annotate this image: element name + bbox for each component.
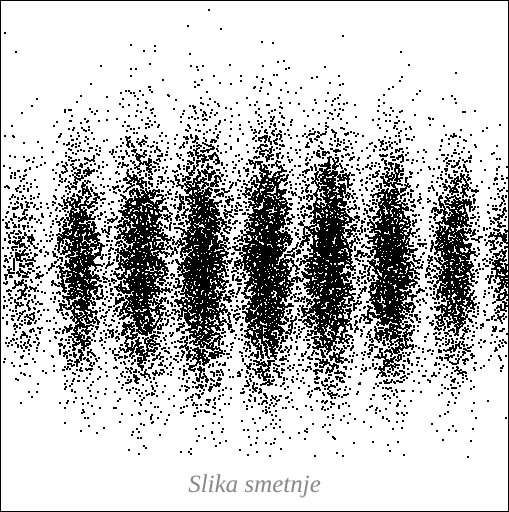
- figure-frame: Slika smetnje: [0, 0, 509, 512]
- interference-pattern: [1, 1, 508, 471]
- fringe: [156, 9, 250, 455]
- fringe: [2, 32, 56, 404]
- fringe: [89, 44, 188, 455]
- fringe: [37, 65, 128, 434]
- fringe: [406, 72, 494, 458]
- figure-caption: Slika smetnje: [1, 471, 508, 499]
- fringe: [466, 124, 508, 419]
- page: Slika smetnje (() => { const data = JSON…: [0, 0, 509, 512]
